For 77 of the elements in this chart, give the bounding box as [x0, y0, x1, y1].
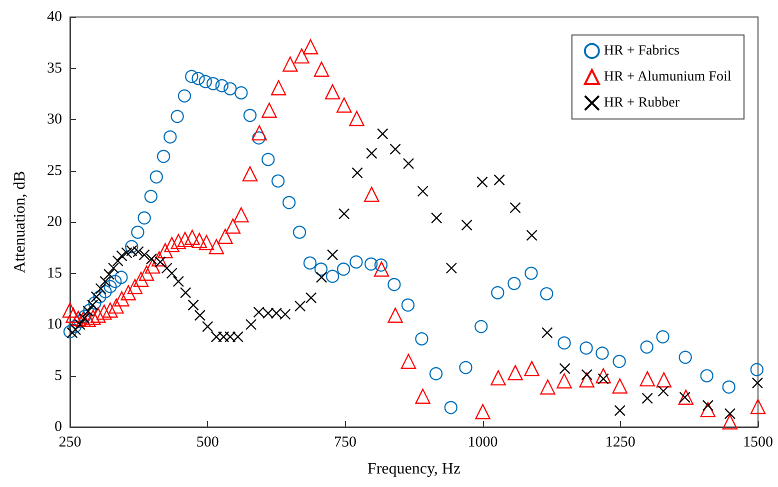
- point: [158, 243, 173, 258]
- legend-label: HR + Alumunium Foil: [604, 70, 732, 84]
- point: [656, 372, 672, 388]
- point: [90, 308, 106, 323]
- point: [700, 402, 716, 418]
- point: [612, 378, 628, 394]
- point: [324, 84, 340, 100]
- point: [120, 285, 136, 300]
- point: [86, 310, 101, 325]
- point: [138, 266, 154, 281]
- point: [640, 371, 655, 386]
- point: [314, 62, 330, 77]
- legend-label: HR + Fabrics: [604, 44, 680, 58]
- point: [62, 302, 78, 318]
- point: [596, 368, 611, 384]
- point: [540, 379, 556, 395]
- point: [508, 365, 523, 380]
- point: [364, 186, 380, 202]
- point: [242, 166, 258, 182]
- point: [252, 125, 267, 140]
- point: [170, 234, 186, 250]
- point: [400, 354, 416, 369]
- point: [108, 298, 124, 314]
- x-axis-title: Frequency, Hz: [367, 460, 461, 478]
- point: [294, 48, 310, 64]
- legend-label: HR + Rubber: [604, 96, 680, 110]
- point: [192, 232, 207, 248]
- point: [415, 388, 430, 404]
- point: [374, 262, 390, 277]
- point: [198, 234, 214, 250]
- point: [144, 258, 160, 274]
- point: [475, 404, 490, 420]
- y-tick-label: 30: [47, 112, 62, 128]
- x-tick-label: 1500: [743, 434, 773, 450]
- point: [234, 207, 249, 222]
- point: [177, 232, 193, 248]
- y-tick-label: 35: [47, 60, 62, 76]
- y-tick-label: 10: [47, 316, 62, 332]
- point: [184, 230, 200, 245]
- point: [102, 302, 118, 318]
- point: [225, 218, 241, 234]
- point: [336, 98, 352, 113]
- point: [388, 308, 403, 323]
- point: [70, 310, 86, 326]
- point: [524, 360, 540, 376]
- y-tick-label: 25: [47, 162, 62, 179]
- point: [556, 373, 572, 388]
- point: [722, 414, 738, 430]
- point: [66, 308, 81, 323]
- point: [164, 236, 180, 252]
- y-tick-label: 0: [54, 419, 62, 435]
- point: [218, 228, 233, 244]
- x-tick-label: 250: [58, 434, 82, 450]
- point: [127, 278, 143, 294]
- point: [133, 272, 149, 287]
- point: [490, 370, 506, 386]
- point: [96, 304, 112, 320]
- point: [579, 372, 594, 388]
- point: [152, 251, 167, 266]
- point: [208, 239, 224, 254]
- x-tick-label: 1250: [605, 434, 636, 450]
- point: [282, 56, 298, 72]
- y-tick-label: 15: [47, 265, 62, 282]
- point: [750, 398, 766, 414]
- x-tick-label: 1000: [468, 434, 498, 450]
- y-axis-title: Attenuation, dB: [12, 170, 28, 274]
- point: [271, 80, 286, 96]
- point: [262, 102, 277, 118]
- point: [349, 110, 364, 126]
- point: [114, 291, 130, 306]
- y-tick-label: 5: [54, 368, 62, 384]
- y-tick-label: 40: [47, 9, 62, 25]
- x-tick-label: 500: [196, 434, 219, 450]
- x-tick-label: 750: [334, 434, 356, 450]
- point: [678, 390, 694, 405]
- point: [302, 39, 318, 54]
- y-tick-label: 20: [47, 214, 62, 230]
